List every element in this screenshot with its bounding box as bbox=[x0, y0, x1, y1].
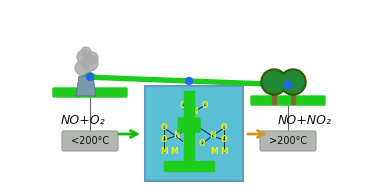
Text: O: O bbox=[161, 136, 167, 145]
Circle shape bbox=[75, 61, 89, 75]
Text: O: O bbox=[202, 101, 208, 109]
Text: N: N bbox=[209, 132, 215, 140]
Circle shape bbox=[82, 55, 98, 71]
Circle shape bbox=[77, 50, 91, 64]
Text: M: M bbox=[210, 146, 218, 156]
FancyBboxPatch shape bbox=[53, 88, 127, 97]
FancyBboxPatch shape bbox=[62, 131, 118, 151]
FancyBboxPatch shape bbox=[164, 161, 214, 171]
Circle shape bbox=[87, 74, 93, 81]
Circle shape bbox=[81, 47, 91, 57]
Text: M: M bbox=[220, 147, 228, 156]
Text: NO+O₂: NO+O₂ bbox=[61, 115, 105, 128]
Polygon shape bbox=[76, 76, 96, 96]
FancyBboxPatch shape bbox=[291, 90, 295, 104]
Text: >200°C: >200°C bbox=[269, 136, 307, 146]
Text: O: O bbox=[180, 101, 186, 109]
FancyBboxPatch shape bbox=[145, 86, 243, 181]
FancyBboxPatch shape bbox=[178, 118, 200, 132]
Circle shape bbox=[86, 52, 98, 64]
Text: M: M bbox=[160, 147, 168, 156]
Polygon shape bbox=[280, 80, 296, 90]
Circle shape bbox=[280, 69, 306, 95]
Text: O: O bbox=[221, 123, 227, 132]
Text: N: N bbox=[173, 132, 179, 140]
Text: <200°C: <200°C bbox=[71, 136, 109, 146]
FancyBboxPatch shape bbox=[251, 96, 325, 105]
Polygon shape bbox=[85, 75, 293, 87]
FancyBboxPatch shape bbox=[272, 90, 276, 104]
Text: O: O bbox=[183, 139, 189, 149]
Polygon shape bbox=[82, 72, 98, 82]
Text: M: M bbox=[170, 146, 178, 156]
FancyBboxPatch shape bbox=[184, 131, 194, 161]
Text: NO+NO₂: NO+NO₂ bbox=[278, 115, 332, 128]
Circle shape bbox=[186, 77, 192, 84]
Text: N: N bbox=[191, 108, 197, 116]
Text: O: O bbox=[221, 136, 227, 145]
Circle shape bbox=[282, 71, 304, 93]
Circle shape bbox=[285, 81, 291, 88]
FancyBboxPatch shape bbox=[260, 131, 316, 151]
Text: M: M bbox=[190, 119, 198, 129]
Circle shape bbox=[263, 71, 285, 93]
Text: O: O bbox=[199, 139, 205, 149]
FancyBboxPatch shape bbox=[184, 91, 194, 119]
Circle shape bbox=[261, 69, 287, 95]
Text: O: O bbox=[161, 123, 167, 132]
